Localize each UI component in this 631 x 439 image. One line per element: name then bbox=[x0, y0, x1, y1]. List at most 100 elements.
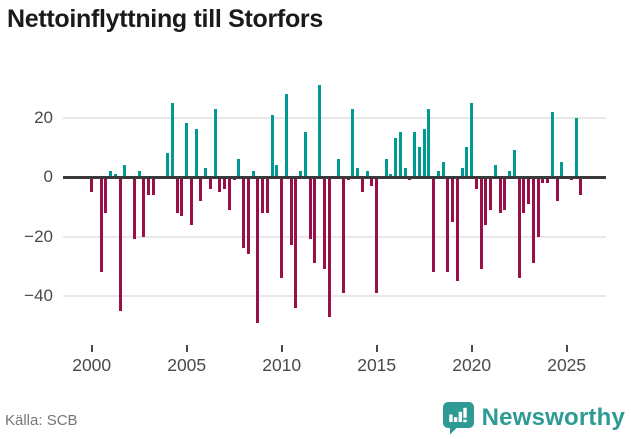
y-tick-label: −20 bbox=[24, 226, 53, 246]
bar bbox=[465, 147, 469, 177]
bar bbox=[417, 147, 421, 177]
bar bbox=[185, 123, 189, 177]
bar bbox=[256, 177, 260, 323]
bar bbox=[294, 177, 298, 308]
bar bbox=[484, 177, 488, 225]
bar bbox=[398, 132, 402, 177]
bar bbox=[541, 177, 545, 183]
bar bbox=[246, 177, 250, 255]
bar bbox=[242, 177, 246, 249]
bar bbox=[427, 108, 431, 177]
bar bbox=[275, 165, 279, 177]
bar bbox=[498, 177, 502, 213]
bar bbox=[356, 168, 360, 177]
bar bbox=[104, 177, 108, 213]
bar bbox=[265, 177, 269, 213]
bar bbox=[460, 168, 464, 177]
bar bbox=[493, 165, 497, 177]
bar bbox=[512, 150, 516, 177]
newsworthy-logo-icon bbox=[442, 402, 474, 435]
x-tick-mark bbox=[470, 345, 473, 352]
bar bbox=[151, 177, 155, 195]
y-tick-label: 0 bbox=[43, 167, 53, 186]
bar bbox=[99, 177, 103, 273]
newsworthy-brand: Newsworthy bbox=[442, 400, 625, 436]
bar bbox=[227, 177, 231, 210]
bar bbox=[237, 159, 241, 177]
bar bbox=[451, 177, 455, 222]
bar bbox=[550, 111, 554, 177]
bar bbox=[422, 129, 426, 177]
bar bbox=[546, 177, 550, 183]
bar bbox=[194, 129, 198, 177]
bar bbox=[289, 177, 293, 246]
bar bbox=[251, 171, 255, 177]
bar bbox=[166, 153, 170, 177]
x-tick-mark bbox=[565, 345, 568, 352]
bar bbox=[384, 159, 388, 177]
bar bbox=[574, 117, 578, 177]
x-tick-label: 2010 bbox=[262, 355, 302, 375]
bar bbox=[365, 171, 369, 177]
bar bbox=[170, 102, 174, 177]
y-gridline bbox=[63, 116, 606, 119]
y-tick-label: −40 bbox=[24, 286, 53, 305]
x-tick-label: 2005 bbox=[167, 355, 207, 375]
x-tick-label: 2000 bbox=[72, 355, 112, 375]
source-label: Källa: SCB bbox=[5, 412, 78, 429]
bar bbox=[517, 177, 521, 279]
x-tick-label: 2025 bbox=[547, 355, 587, 375]
bar bbox=[337, 159, 341, 177]
bar bbox=[441, 162, 445, 177]
bar bbox=[474, 177, 478, 189]
bar bbox=[299, 171, 303, 177]
bar bbox=[579, 177, 583, 195]
zero-axis-line bbox=[63, 175, 606, 179]
bar bbox=[204, 168, 208, 177]
x-tick-label: 2015 bbox=[357, 355, 397, 375]
bar bbox=[370, 177, 374, 186]
bar bbox=[147, 177, 151, 195]
x-tick-mark bbox=[185, 345, 188, 352]
bar bbox=[313, 177, 317, 264]
bar bbox=[123, 165, 127, 177]
bar bbox=[180, 177, 184, 216]
bar bbox=[527, 177, 531, 204]
bar bbox=[375, 177, 379, 294]
y-gridline bbox=[63, 295, 606, 297]
bar bbox=[489, 177, 493, 210]
bar bbox=[394, 138, 398, 177]
bar bbox=[555, 177, 559, 201]
bar bbox=[503, 177, 507, 210]
bar bbox=[137, 171, 141, 177]
bar bbox=[318, 84, 322, 177]
bar bbox=[341, 177, 345, 294]
bar bbox=[208, 177, 212, 189]
bar bbox=[280, 177, 284, 279]
bar bbox=[432, 177, 436, 273]
bar bbox=[536, 177, 540, 237]
bar bbox=[479, 177, 483, 270]
bar bbox=[531, 177, 535, 264]
bar bbox=[508, 171, 512, 177]
bar bbox=[284, 93, 288, 177]
bar bbox=[199, 177, 203, 201]
y-tick-label: 20 bbox=[34, 107, 53, 127]
bar bbox=[413, 132, 417, 177]
x-tick-mark bbox=[375, 345, 378, 352]
bar bbox=[132, 177, 136, 240]
x-tick-label: 2020 bbox=[452, 355, 492, 375]
bar bbox=[322, 177, 326, 270]
bar bbox=[142, 177, 146, 237]
brand-name: Newsworthy bbox=[481, 404, 625, 431]
x-tick-mark bbox=[280, 345, 283, 352]
bar bbox=[218, 177, 222, 192]
bar bbox=[436, 171, 440, 177]
bar bbox=[360, 177, 364, 192]
bar bbox=[213, 108, 217, 177]
bar bbox=[403, 168, 407, 177]
bar bbox=[351, 108, 355, 177]
bar bbox=[522, 177, 526, 213]
bar bbox=[223, 177, 227, 189]
